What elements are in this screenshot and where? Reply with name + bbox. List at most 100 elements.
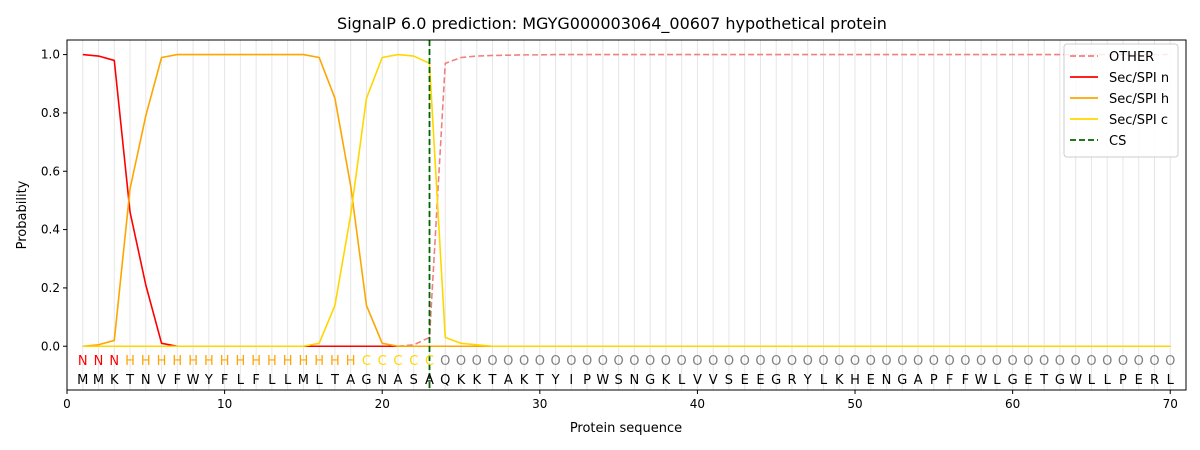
region-label: O <box>976 354 986 369</box>
sequence-letter: F <box>252 373 259 388</box>
region-label: O <box>724 354 734 369</box>
sequence-letter: K <box>110 373 119 388</box>
sequence-letter: A <box>394 373 403 388</box>
sequence-letter: T <box>330 373 339 388</box>
x-tick-label: 40 <box>690 397 705 411</box>
sequence-letter: G <box>361 373 371 388</box>
legend: OTHER Sec/SPI n Sec/SPI h Sec/SPI c CS <box>1063 43 1179 158</box>
legend-box <box>1063 43 1179 158</box>
region-label: O <box>929 354 939 369</box>
plot-frame <box>66 39 1187 391</box>
sequence-letter: N <box>141 373 151 388</box>
series-line-0 <box>82 53 1171 348</box>
sequence-letter: L <box>1088 373 1096 388</box>
sequence-letter: L <box>237 373 245 388</box>
region-label: H <box>314 354 324 369</box>
region-label: O <box>598 354 608 369</box>
region-label: O <box>897 354 907 369</box>
region-label: O <box>881 354 891 369</box>
region-label: O <box>456 354 466 369</box>
sequence-letter: F <box>946 373 953 388</box>
sequence-letter: I <box>569 373 573 388</box>
sequence-letter: K <box>457 373 466 388</box>
y-axis-label: Probability <box>15 180 30 249</box>
grid-lines <box>82 40 1171 390</box>
region-label: O <box>1149 354 1159 369</box>
region-label: H <box>267 354 277 369</box>
x-axis-ticks: 0 10 20 30 40 50 60 70 <box>63 390 1178 411</box>
sequence-letter: G <box>1008 373 1018 388</box>
series-line-3 <box>82 53 1171 348</box>
region-label: O <box>614 354 624 369</box>
sequence-letter: Y <box>204 373 213 388</box>
sequence-letter: T <box>125 373 134 388</box>
x-axis-label: Protein sequence <box>570 421 682 436</box>
region-label: N <box>78 354 88 369</box>
sequence-letter: R <box>1150 373 1159 388</box>
y-tick-label: 0.4 <box>41 223 60 237</box>
region-label: O <box>582 354 592 369</box>
region-label: H <box>204 354 214 369</box>
sequence-letter: L <box>1167 373 1175 388</box>
y-tick-label: 1.0 <box>41 48 60 62</box>
region-label: O <box>1055 354 1065 369</box>
region-label: H <box>330 354 340 369</box>
y-tick-label: 0.2 <box>41 281 60 295</box>
sequence-letter: S <box>410 373 418 388</box>
x-tick-label: 50 <box>847 397 862 411</box>
sequence-letter: M <box>77 373 88 388</box>
region-label: O <box>472 354 482 369</box>
sequence-letter: K <box>662 373 671 388</box>
sequence-letter: F <box>174 373 181 388</box>
series-line-2 <box>82 53 1171 348</box>
legend-label: Sec/SPI h <box>1109 92 1169 107</box>
region-label: O <box>787 354 797 369</box>
sequence-letter: L <box>268 373 276 388</box>
legend-label: CS <box>1109 134 1126 149</box>
region-label: H <box>125 354 135 369</box>
region-label: O <box>645 354 655 369</box>
x-tick-label: 70 <box>1163 397 1178 411</box>
region-label: O <box>740 354 750 369</box>
region-label: O <box>566 354 576 369</box>
x-tick-label: 20 <box>375 397 390 411</box>
sequence-letter: W <box>596 373 609 388</box>
region-label: O <box>1118 354 1128 369</box>
region-label: O <box>535 354 545 369</box>
y-axis-ticks: 0.0 0.2 0.4 0.6 0.8 1.0 <box>41 48 67 353</box>
region-label: H <box>299 354 309 369</box>
legend-label: OTHER <box>1109 50 1154 65</box>
region-label: N <box>109 354 119 369</box>
sequence-letter: M <box>298 373 309 388</box>
sequence-letter: F <box>962 373 969 388</box>
legend-label: Sec/SPI c <box>1109 113 1168 128</box>
sequence-letter: W <box>1069 373 1082 388</box>
sequence-letter: N <box>630 373 640 388</box>
sequence-letter: L <box>678 373 686 388</box>
region-label: H <box>251 354 261 369</box>
region-label: O <box>850 354 860 369</box>
sequence-letter: P <box>583 373 591 388</box>
region-label: O <box>834 354 844 369</box>
sequence-letter: W <box>975 373 988 388</box>
x-tick-label: 60 <box>1005 397 1020 411</box>
sequence-letter: G <box>1055 373 1065 388</box>
region-label: H <box>141 354 151 369</box>
y-tick-label: 0.6 <box>41 164 60 178</box>
region-label: H <box>346 354 356 369</box>
x-tick-label: 0 <box>63 397 71 411</box>
region-label: C <box>409 354 418 369</box>
region-label: O <box>913 354 923 369</box>
sequence-letter: E <box>741 373 749 388</box>
region-label: O <box>1134 354 1144 369</box>
sequence-letter: W <box>187 373 200 388</box>
region-label: O <box>1102 354 1112 369</box>
region-label: C <box>425 354 434 369</box>
sequence-letter: N <box>882 373 892 388</box>
region-label: O <box>503 354 513 369</box>
sequence-letter: V <box>693 373 702 388</box>
series-lines <box>82 53 1171 348</box>
region-label: O <box>818 354 828 369</box>
